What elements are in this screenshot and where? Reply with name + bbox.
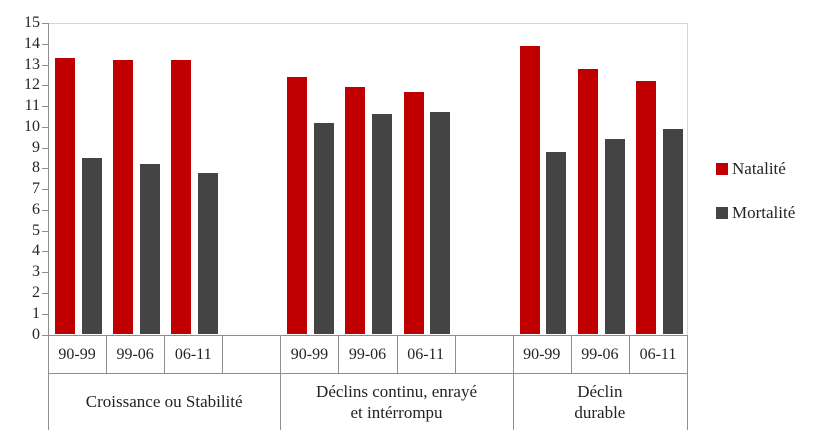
y-tick-mark <box>42 168 48 170</box>
period-label: 06-11 <box>639 345 677 363</box>
y-tick-mark <box>42 126 48 128</box>
y-tick-label: 4 <box>32 242 40 260</box>
period-label: 99-06 <box>581 345 619 363</box>
group-label-line: Déclin <box>577 381 623 401</box>
bar-natalite-99-06 <box>113 60 134 335</box>
group-label: Déclin durable <box>513 376 687 427</box>
period-label: 99-06 <box>116 345 154 363</box>
legend-label-mortalite: Mortalité <box>732 203 796 222</box>
period-label: 90-99 <box>290 345 329 363</box>
y-tick-mark <box>42 23 48 24</box>
group-label-line: et intérrompu <box>350 402 443 422</box>
bar-natalite-90-99 <box>287 76 308 335</box>
period-label: 90-99 <box>58 345 96 363</box>
bar-mortalite-06-11 <box>430 112 451 335</box>
legend-item-mortalite: Mortalité <box>716 202 795 224</box>
bar-natalite-99-06 <box>577 68 598 335</box>
y-tick-label: 2 <box>32 283 40 301</box>
y-tick-mark <box>42 251 48 253</box>
group-label-line: Croissance ou Stabilité <box>85 392 243 411</box>
bar-mortalite-99-06 <box>139 164 160 335</box>
legend-item-natalite: Natalité <box>716 158 795 180</box>
bar-mortalite-90-99 <box>314 122 335 335</box>
x-axis-line <box>48 334 688 336</box>
category-divider <box>396 334 398 373</box>
bar-natalite-06-11 <box>403 91 424 335</box>
category-divider <box>628 334 630 373</box>
plot-border-right <box>687 23 688 335</box>
period-label: 90-99 <box>523 345 561 363</box>
legend: Natalité Mortalité <box>716 158 795 246</box>
y-tick-mark <box>42 85 48 87</box>
y-tick-label: 8 <box>32 159 40 177</box>
y-tick-mark <box>42 64 48 66</box>
category-divider <box>164 334 166 373</box>
period-label: 06-11 <box>174 345 212 363</box>
category-divider <box>106 334 108 373</box>
y-tick-label: 1 <box>32 304 40 322</box>
period-label: 06-11 <box>407 345 444 363</box>
y-tick-label: 6 <box>32 200 40 218</box>
y-tick-label: 9 <box>32 138 40 156</box>
bar-mortalite-06-11 <box>197 172 218 335</box>
bar-natalite-99-06 <box>345 87 366 335</box>
bar-mortalite-99-06 <box>372 114 393 335</box>
y-axis-line <box>48 23 49 430</box>
bar-mortalite-90-99 <box>81 157 102 335</box>
y-tick-label: 10 <box>24 117 40 135</box>
y-tick-mark <box>42 230 48 232</box>
group-label: Déclins continu, enrayé et intérrompu <box>280 376 512 427</box>
y-tick-label: 15 <box>24 14 40 31</box>
bar-natalite-06-11 <box>635 81 656 335</box>
bar-natalite-06-11 <box>171 60 192 335</box>
plot-border-top <box>48 23 687 24</box>
category-divider <box>512 334 514 430</box>
y-tick-mark <box>42 334 48 336</box>
bar-mortalite-99-06 <box>604 139 625 335</box>
y-tick-label: 14 <box>24 34 40 52</box>
bar-mortalite-06-11 <box>662 128 683 335</box>
category-divider <box>570 334 572 373</box>
y-tick-label: 13 <box>24 55 40 73</box>
category-row-separator <box>48 373 688 374</box>
bar-mortalite-90-99 <box>546 151 567 335</box>
y-tick-mark <box>42 106 48 108</box>
y-tick-label: 7 <box>32 180 40 198</box>
category-divider <box>338 334 340 373</box>
y-tick-mark <box>42 43 48 45</box>
category-divider <box>454 334 456 373</box>
y-tick-label: 11 <box>24 97 40 115</box>
y-tick-mark <box>42 313 48 315</box>
y-tick-mark <box>42 209 48 211</box>
y-tick-label: 3 <box>32 263 40 281</box>
legend-label-natalite: Natalité <box>732 159 786 178</box>
y-tick-label: 0 <box>32 325 40 343</box>
category-divider <box>222 334 224 373</box>
bar-natalite-90-99 <box>519 45 540 335</box>
period-label: 99-06 <box>348 345 387 363</box>
category-divider <box>687 334 688 430</box>
mortalite-swatch-icon <box>716 207 728 219</box>
bar-natalite-90-99 <box>55 58 75 335</box>
y-tick-label: 12 <box>24 76 40 94</box>
y-tick-mark <box>42 292 48 294</box>
category-divider <box>280 334 282 430</box>
group-label-line: durable <box>574 402 626 422</box>
group-label: Croissance ou Stabilité <box>48 376 280 427</box>
y-tick-mark <box>42 272 48 274</box>
y-tick-mark <box>42 189 48 191</box>
group-label-line: Déclins continu, enrayé <box>316 381 478 401</box>
y-tick-mark <box>42 147 48 149</box>
natalite-swatch-icon <box>716 163 728 175</box>
y-tick-label: 5 <box>32 221 40 239</box>
